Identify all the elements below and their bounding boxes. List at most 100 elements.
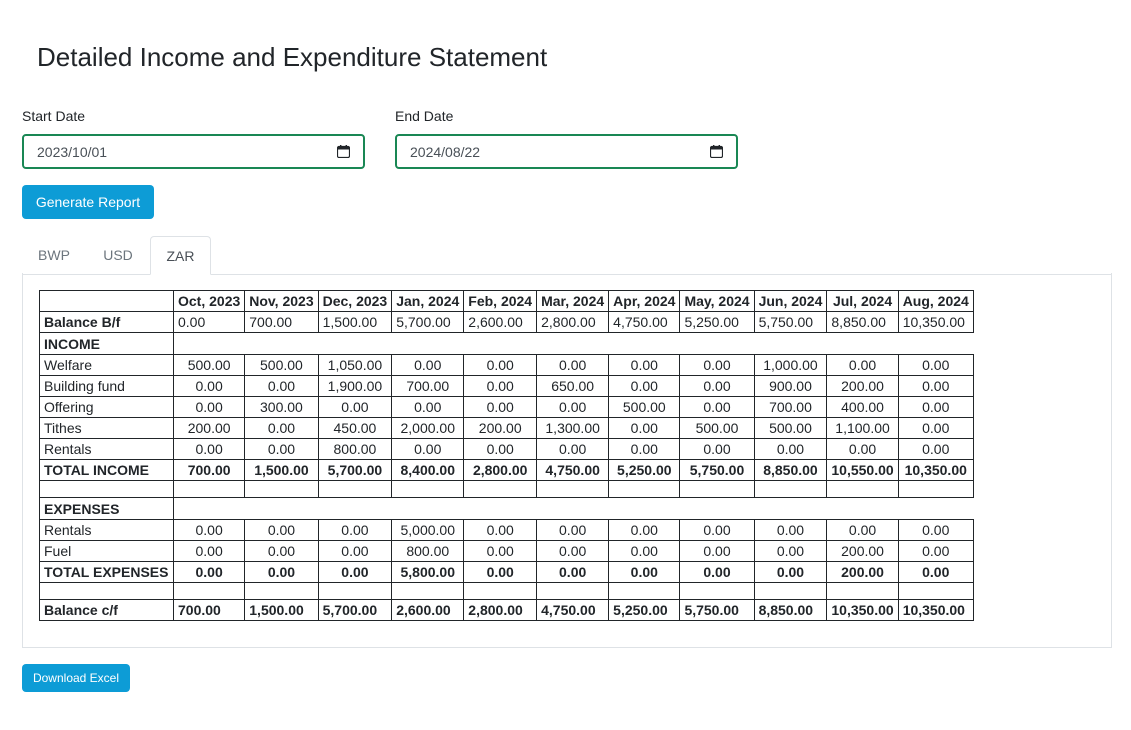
table-cell: 200.00 (463, 417, 538, 439)
table-cell: 0.00 (536, 519, 610, 541)
table-row: Rentals 0.00 0.00 0.00 5,000.00 0.00 0.00 0.00 0… (39, 519, 974, 541)
table-cell: 2,600.00 (463, 311, 538, 333)
calendar-icon[interactable] (710, 145, 723, 158)
currency-tabs: BWP USD ZAR (22, 236, 1112, 275)
row-label: Rentals (39, 438, 174, 460)
tab-bwp[interactable]: BWP (38, 247, 70, 263)
empty-cell (897, 582, 974, 600)
table-cell: 0.00 (536, 354, 610, 376)
row-label: TOTAL INCOME (39, 459, 174, 481)
tab-zar[interactable]: ZAR (150, 236, 211, 275)
table-cell: 0.00 (172, 561, 246, 583)
table-cell: 0.00 (536, 561, 610, 583)
table-cell: 0.00 (172, 311, 246, 333)
end-date-input[interactable]: 2024/08/22 (395, 134, 738, 169)
table-cell: 0.00 (679, 354, 755, 376)
month-header: Oct, 2023 (172, 290, 246, 312)
table-cell: 0.00 (753, 540, 828, 562)
table-cell: 200.00 (172, 417, 246, 439)
calendar-icon[interactable] (337, 145, 350, 158)
section-label: INCOME (39, 332, 174, 355)
row-label: Fuel (39, 540, 174, 562)
table-row: TOTAL EXPENSES 0.00 0.00 0.00 5,800.00 0.00 0.… (39, 561, 974, 583)
generate-report-button[interactable]: Generate Report (22, 185, 154, 219)
empty-cell (679, 480, 755, 498)
empty-cell (244, 582, 319, 600)
empty-cell (536, 480, 610, 498)
table-cell: 0.00 (391, 396, 465, 418)
table-cell: 2,800.00 (463, 599, 538, 621)
table-cell: 0.00 (679, 375, 755, 397)
table-cell: 1,100.00 (826, 417, 899, 439)
month-header: Nov, 2023 (244, 290, 319, 312)
row-label: Offering (39, 396, 174, 418)
empty-cell (172, 480, 246, 498)
table-cell: 0.00 (608, 417, 681, 439)
table-cell: 0.00 (463, 540, 538, 562)
table-cell: 0.00 (897, 375, 974, 397)
table-cell: 0.00 (753, 438, 828, 460)
table-cell: 8,850.00 (753, 599, 828, 621)
table-cell: 700.00 (172, 459, 246, 481)
table-cell: 200.00 (826, 375, 899, 397)
empty-cell (39, 480, 174, 498)
table-cell: 5,700.00 (391, 311, 465, 333)
table-cell: 0.00 (536, 540, 610, 562)
table-cell: 8,850.00 (826, 311, 899, 333)
row-label: Tithes (39, 417, 174, 439)
table-cell: 0.00 (244, 540, 319, 562)
table-cell: 0.00 (463, 561, 538, 583)
table-cell: 0.00 (317, 540, 393, 562)
table-cell: 0.00 (897, 438, 974, 460)
table-cell: 0.00 (391, 438, 465, 460)
table-cell: 0.00 (679, 540, 755, 562)
table-cell: 1,500.00 (317, 311, 393, 333)
table-cell: 5,000.00 (391, 519, 465, 541)
empty-cell (463, 582, 538, 600)
table-cell: 10,350.00 (897, 459, 974, 481)
table-cell: 0.00 (172, 519, 246, 541)
table-row: Tithes 200.00 0.00 450.00 2,000.00 200.00 1,30… (39, 417, 974, 439)
table-cell: 5,250.00 (608, 599, 681, 621)
table-cell: 0.00 (317, 519, 393, 541)
section-header-row: EXPENSES (39, 497, 974, 520)
table-cell: 0.00 (244, 561, 319, 583)
table-cell: 0.00 (172, 438, 246, 460)
table-cell: 0.00 (679, 519, 755, 541)
table-cell: 5,750.00 (679, 599, 755, 621)
table-cell: 2,600.00 (391, 599, 465, 621)
empty-cell (753, 480, 828, 498)
empty-cell (463, 480, 538, 498)
empty-cell (753, 582, 828, 600)
table-cell: 4,750.00 (536, 599, 610, 621)
table-cell: 200.00 (826, 561, 899, 583)
row-label: Balance c/f (39, 599, 174, 621)
table-cell: 1,900.00 (317, 375, 393, 397)
empty-cell (39, 582, 174, 600)
section-label: EXPENSES (39, 497, 174, 520)
empty-cell (897, 480, 974, 498)
table-cell: 800.00 (391, 540, 465, 562)
table-cell: 0.00 (463, 438, 538, 460)
table-cell: 0.00 (679, 561, 755, 583)
month-header: Feb, 2024 (463, 290, 538, 312)
table-cell: 900.00 (753, 375, 828, 397)
table-cell: 0.00 (172, 396, 246, 418)
tab-usd[interactable]: USD (103, 247, 133, 263)
table-cell: 10,550.00 (826, 459, 899, 481)
table-row: Welfare 500.00 500.00 1,050.00 0.00 0.00 0.00 0… (39, 354, 974, 376)
empty-cell (608, 582, 681, 600)
table-cell: 0.00 (317, 396, 393, 418)
spacer-row (39, 480, 974, 498)
table-cell: 5,250.00 (679, 311, 755, 333)
section-header-row: INCOME (39, 332, 974, 355)
empty-cell (536, 582, 610, 600)
start-date-input[interactable]: 2023/10/01 (22, 134, 365, 169)
download-excel-button[interactable]: Download Excel (22, 664, 130, 692)
table-cell: 800.00 (317, 438, 393, 460)
table-cell: 500.00 (753, 417, 828, 439)
empty-cell (608, 480, 681, 498)
table-cell: 0.00 (826, 438, 899, 460)
table-cell: 500.00 (244, 354, 319, 376)
tab-panel (22, 273, 1112, 648)
